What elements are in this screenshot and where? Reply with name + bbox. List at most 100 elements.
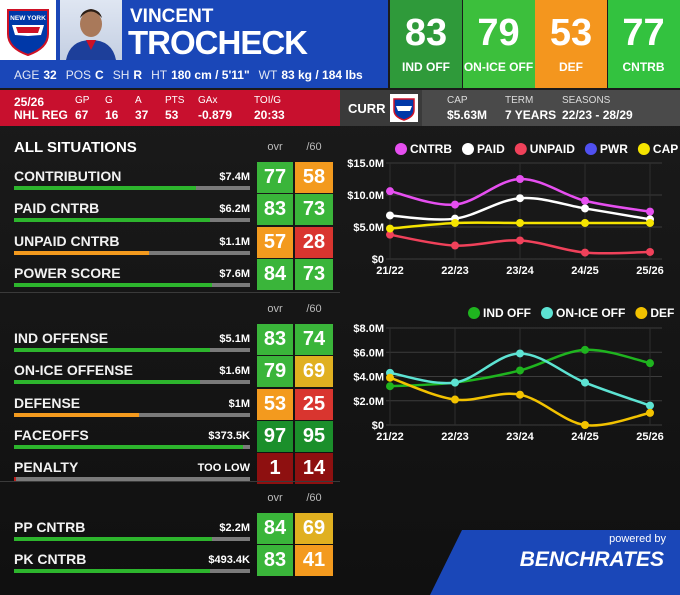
season-year: 25/26 (14, 95, 45, 109)
data-point (646, 247, 654, 256)
bio-item: WT 83 kg / 184 lbs (259, 68, 363, 82)
rating-label: ON-ICE OFF (463, 60, 534, 74)
bar-track (14, 477, 250, 482)
data-point (386, 224, 394, 233)
per60-value: 58 (302, 166, 326, 188)
x-tick-label: 22/23 (441, 431, 469, 443)
data-point (451, 378, 459, 387)
per60-value: 69 (302, 517, 326, 539)
ovr-cell: 97 (257, 420, 293, 452)
stat-value: -0.879 (198, 108, 233, 122)
data-point (646, 207, 654, 216)
stat-value: 16 (105, 108, 119, 122)
ovr-value: 77 (263, 166, 287, 188)
ovr-cell: 53 (257, 388, 293, 420)
per60-value: 73 (302, 198, 326, 221)
stat-value: 53 (165, 108, 179, 122)
bar-fill (14, 186, 196, 190)
y-tick-label: $10.0M (347, 190, 384, 202)
team-logo: NEW YORK (7, 9, 49, 57)
data-point (516, 236, 524, 245)
x-tick-label: 22/23 (441, 265, 469, 277)
data-point (386, 230, 394, 239)
per60-value: 95 (302, 424, 326, 447)
legend-label: IND OFF (483, 306, 531, 320)
per60-value: 69 (302, 360, 326, 383)
data-point (451, 241, 459, 250)
per60-cell: 58 (295, 162, 333, 193)
data-point (451, 218, 459, 227)
bar-fill (14, 250, 149, 255)
logo-text: NEW YORK (10, 15, 46, 22)
data-point (516, 390, 524, 399)
per60-value: 14 (302, 457, 326, 480)
ovr-cell: 1 (257, 453, 293, 485)
stat-value: 37 (135, 108, 149, 122)
y-tick-label: $6.0M (353, 347, 384, 359)
row-label: DEFENSE (14, 394, 81, 411)
row-amount: $1.6M (219, 365, 250, 378)
data-point (646, 359, 654, 368)
per60-value: 41 (302, 549, 326, 572)
per60-cell: 73 (295, 194, 333, 226)
section-divider (0, 481, 340, 482)
legend-swatch (637, 143, 650, 155)
rating-box: 77 CNTRB (607, 0, 680, 88)
bar-fill (14, 380, 201, 385)
x-tick-label: 25/26 (636, 431, 664, 443)
row-amount: $493.4K (208, 554, 250, 567)
rating-label: DEF (559, 60, 583, 74)
y-tick-label: $2.0M (353, 396, 384, 408)
rating-value: 77 (622, 12, 665, 54)
ovr-cell: 83 (257, 545, 293, 577)
column-header: /60 (306, 141, 322, 153)
row-amount: $7.4M (219, 171, 250, 183)
rating-box: 79 ON-ICE OFF (462, 0, 535, 88)
last-name: TROCHECK (128, 24, 308, 61)
y-tick-label: $0 (372, 420, 384, 432)
data-point (581, 248, 589, 257)
legend-swatch (462, 143, 474, 155)
legend-label: UNPAID (530, 142, 575, 156)
legend-label: ON-ICE OFF (556, 306, 625, 320)
ovr-cell: 79 (257, 356, 293, 388)
section-title: ALL SITUATIONS (14, 139, 137, 156)
contract-panel (422, 90, 680, 126)
legend-swatch (635, 307, 648, 319)
first-name: VINCENT (130, 6, 214, 27)
bio-label: AGE (14, 68, 40, 82)
bio-row: AGE 32 POS C SH R HT 180 cm / 5'11" WT 83 kg / 18… (14, 68, 363, 82)
stat-value: 20:33 (254, 108, 285, 122)
bar-fill (14, 218, 210, 223)
row-amount: $7.6M (219, 267, 250, 280)
bar-fill (14, 444, 243, 449)
ovr-value: 83 (263, 328, 287, 350)
row-amount: $6.2M (219, 203, 250, 216)
per60-cell: 25 (295, 388, 333, 420)
bio-item: POS C (66, 68, 104, 82)
stat-label: GAx (198, 95, 218, 106)
ovr-value: 83 (263, 198, 287, 221)
ovr-cell: 84 (257, 258, 293, 290)
legend-swatch (395, 143, 407, 155)
bio-label: SH (112, 68, 130, 82)
legend-label: CNTRB (410, 142, 452, 156)
data-point (646, 408, 654, 417)
bar-fill (14, 282, 213, 287)
season-bar: 25/26 NHL REG GP 67 G 16 A 37 PTS 53 GAx -0.879 TOI/… (0, 90, 340, 126)
row-label: UNPAID CNTRB (14, 232, 120, 249)
bio-item: SH R (113, 68, 142, 82)
team-logo-box: NEW YORK (0, 0, 56, 60)
bar-fill (14, 569, 210, 574)
legend-label: CAP (653, 142, 678, 156)
per60-cell: 41 (295, 545, 333, 577)
row-amount: $1.1M (219, 235, 250, 248)
row-label: CONTRIBUTION (14, 168, 122, 184)
x-tick-label: 24/25 (571, 431, 599, 443)
ovr-cell: 83 (257, 194, 293, 226)
brand: BENCHRATES (520, 548, 664, 571)
per60-cell: 74 (295, 324, 333, 355)
stat-label: TOI/G (254, 95, 282, 106)
